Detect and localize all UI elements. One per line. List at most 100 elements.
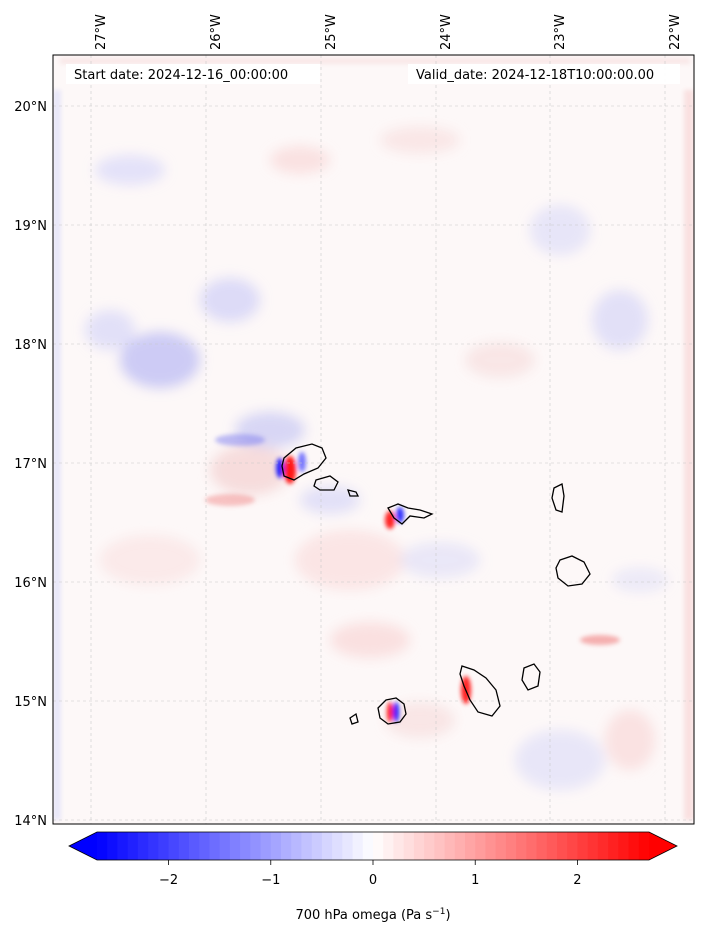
colorbar-segment <box>342 832 354 860</box>
colorbar-segment <box>281 832 292 860</box>
lon-tick-label: 27°W <box>94 14 109 50</box>
colorbar-segment <box>362 832 374 860</box>
colorbar-segment <box>516 832 527 860</box>
colorbar-extend-max <box>649 832 677 860</box>
colorbar-segment <box>485 832 497 860</box>
colorbar-segment <box>137 832 149 860</box>
lon-tick-label: 25°W <box>324 14 339 50</box>
coastlines <box>281 443 591 725</box>
valid-date-annotation: Valid_date: 2024-12-18T10:00:00.00 <box>416 68 654 83</box>
lon-tick-label: 23°W <box>553 14 568 50</box>
colorbar-segment <box>291 832 303 860</box>
colorbar-segment <box>373 832 384 860</box>
colorbar-segment <box>209 832 221 860</box>
colorbar-extend-min <box>69 832 97 860</box>
lon-tick-label: 24°W <box>439 14 454 50</box>
colorbar-segment <box>413 832 425 860</box>
colorbar-segment <box>608 832 619 860</box>
colorbar-segment <box>393 832 405 860</box>
colorbar-tick-label: −1 <box>261 873 280 888</box>
colorbar-segment <box>597 832 609 860</box>
colorbar-segment <box>403 832 415 860</box>
colorbar-segment <box>536 832 548 860</box>
colorbar-segment <box>383 832 395 860</box>
colorbar-segment <box>618 832 630 860</box>
coastline-sao-vicente <box>313 475 339 491</box>
lat-tick-label: 15°N <box>14 695 47 710</box>
colorbar-segment <box>178 832 190 860</box>
colorbar-segment <box>219 832 231 860</box>
coastline-brava <box>349 712 359 725</box>
valid-date-box <box>408 64 680 84</box>
colorbar-segment <box>495 832 507 860</box>
map-frame <box>52 54 695 825</box>
colorbar-segment <box>557 832 568 860</box>
colorbar-tick-label: 2 <box>573 873 581 888</box>
lon-tick-label: 26°W <box>209 14 224 50</box>
lat-tick-label: 14°N <box>14 814 47 829</box>
lat-gridlines <box>53 105 694 821</box>
colorbar-segment <box>260 832 272 860</box>
colorbar-segment <box>168 832 180 860</box>
colorbar-segment <box>546 832 558 860</box>
colorbar-segment <box>117 832 129 860</box>
colorbar-segment <box>240 832 251 860</box>
colorbar-segment <box>526 832 538 860</box>
omega-field <box>85 126 668 790</box>
colorbar-segment <box>454 832 466 860</box>
start-date-box <box>66 64 320 84</box>
colorbar-segment <box>270 832 282 860</box>
colorbar-segment <box>444 832 456 860</box>
edge-artifacts <box>53 58 694 820</box>
colorbar-segment <box>505 832 517 860</box>
colorbar-tick-label: 1 <box>471 873 479 888</box>
lon-tick-labels: 27°W 26°W 25°W 24°W 23°W 22°W <box>94 14 683 50</box>
colorbar-segment <box>97 832 108 860</box>
lat-tick-labels: 20°N 19°N 18°N 17°N 16°N 15°N 14°N <box>14 100 47 829</box>
coastline-santa-luzia <box>347 489 360 497</box>
lat-tick-label: 16°N <box>14 576 47 591</box>
colorbar-segment <box>127 832 139 860</box>
colorbar-label: 700 hPa omega (Pa s−1) <box>295 907 450 923</box>
lon-gridlines <box>90 55 666 824</box>
colorbar-segment <box>158 832 170 860</box>
colorbar-segments <box>97 832 650 860</box>
colorbar-segment <box>148 832 159 860</box>
colorbar-segment <box>199 832 211 860</box>
colorbar-segment <box>424 832 435 860</box>
coastline-boa-vista <box>555 555 591 587</box>
lat-tick-label: 18°N <box>14 338 47 353</box>
coastline-sal <box>551 483 565 513</box>
lat-tick-label: 19°N <box>14 219 47 234</box>
map-background <box>53 55 694 824</box>
lat-tick-label: 20°N <box>14 100 47 115</box>
colorbar-segment <box>332 832 343 860</box>
colorbar-tick-label: −2 <box>159 873 178 888</box>
colorbar-segment <box>311 832 323 860</box>
colorbar: −2 −1 0 1 2 700 hPa omega (Pa s−1) <box>68 831 678 923</box>
start-date-annotation: Start date: 2024-12-16_00:00:00 <box>74 68 288 83</box>
colorbar-tick-label: 0 <box>369 873 377 888</box>
colorbar-segment <box>301 832 313 860</box>
colorbar-segment <box>567 832 579 860</box>
colorbar-outline <box>68 831 678 861</box>
colorbar-ticks: −2 −1 0 1 2 <box>159 860 582 888</box>
colorbar-segment <box>189 832 200 860</box>
colorbar-segment <box>107 832 119 860</box>
coastline-santo-antao <box>281 443 327 481</box>
colorbar-segment <box>587 832 599 860</box>
colorbar-segment <box>475 832 487 860</box>
colorbar-segment <box>638 832 650 860</box>
colorbar-segment <box>250 832 262 860</box>
colorbar-segment <box>628 832 640 860</box>
colorbar-segment <box>321 832 333 860</box>
colorbar-segment <box>434 832 446 860</box>
colorbar-segment <box>352 832 364 860</box>
colorbar-segment <box>577 832 589 860</box>
map-panel <box>53 55 694 824</box>
coastline-sao-nicolau <box>387 503 434 525</box>
colorbar-segment <box>229 832 241 860</box>
coastline-maio <box>521 663 541 691</box>
colorbar-segment <box>465 832 476 860</box>
